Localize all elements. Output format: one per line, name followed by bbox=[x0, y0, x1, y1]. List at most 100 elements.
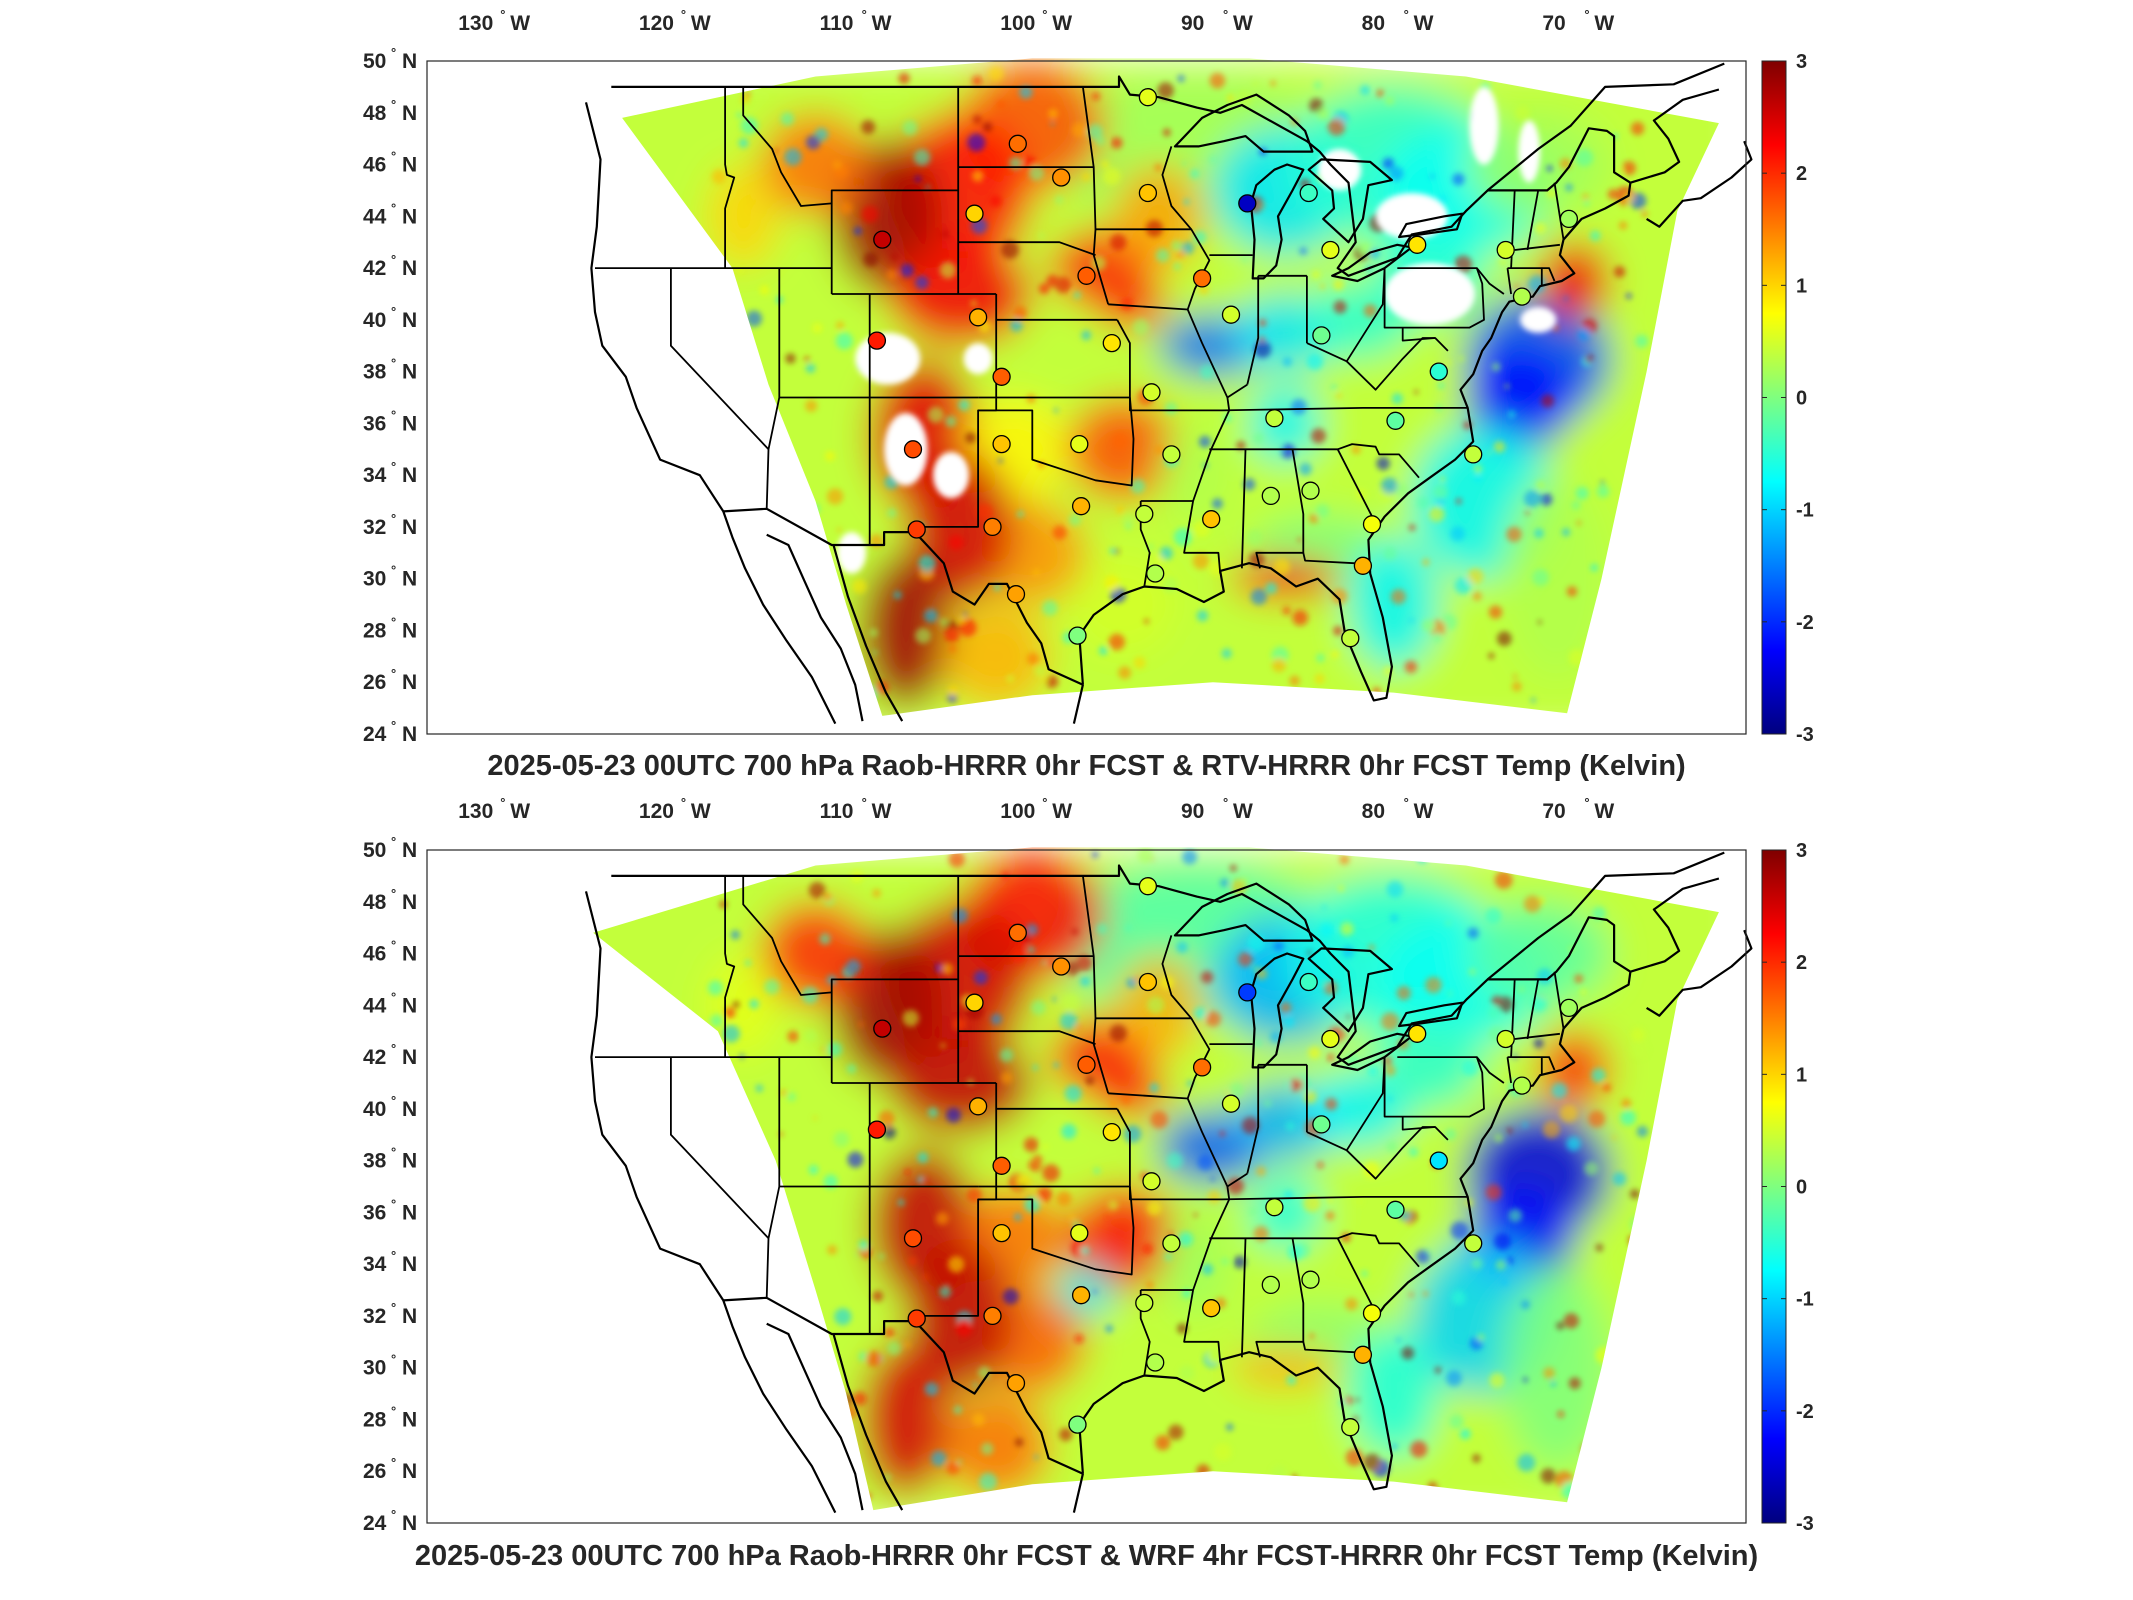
state-border bbox=[1246, 1064, 1260, 1174]
hemisphere-label: N bbox=[402, 619, 417, 642]
raob-station-marker bbox=[907, 1309, 926, 1328]
hemisphere-label: N bbox=[402, 1150, 417, 1173]
raob-station-marker bbox=[1261, 486, 1280, 506]
latitude-label: 30 bbox=[363, 568, 386, 591]
latitude-label: 48 bbox=[363, 891, 387, 914]
raob-station-marker bbox=[1202, 510, 1221, 529]
state-border bbox=[742, 875, 832, 996]
degree-mark: ° bbox=[391, 356, 396, 371]
hemisphere-label: N bbox=[402, 309, 417, 332]
degree-mark: ° bbox=[500, 7, 505, 22]
hemisphere-label: W bbox=[1052, 800, 1072, 823]
latitude-label: 40 bbox=[363, 309, 386, 332]
longitude-label: 110 bbox=[820, 12, 854, 35]
hemisphere-label: N bbox=[402, 671, 417, 694]
state-border bbox=[1476, 267, 1505, 295]
state-border bbox=[1541, 1056, 1556, 1071]
hemisphere-label: N bbox=[402, 257, 417, 280]
raob-station-marker bbox=[867, 1120, 887, 1139]
hemisphere-label: N bbox=[402, 994, 417, 1017]
latitude-label: 40 bbox=[363, 1098, 386, 1121]
degree-mark: ° bbox=[391, 1041, 396, 1056]
raob-station-marker bbox=[873, 1019, 892, 1038]
coastline bbox=[1072, 1473, 1084, 1513]
raob-station-marker bbox=[1070, 1223, 1089, 1243]
raob-station-marker bbox=[1068, 1415, 1087, 1434]
latitude-label: 24 bbox=[363, 723, 387, 746]
state-border bbox=[1526, 190, 1540, 251]
degree-mark: ° bbox=[391, 1507, 396, 1522]
latitude-label: 28 bbox=[363, 1408, 387, 1431]
raob-station-marker bbox=[1386, 1200, 1405, 1219]
coastline bbox=[723, 1296, 1084, 1475]
degree-mark: ° bbox=[862, 795, 867, 810]
colorbar: 3 2 1 0 -1 -2 -3 bbox=[1761, 840, 1814, 1535]
degree-mark: ° bbox=[391, 666, 396, 681]
raob-station-marker bbox=[1142, 383, 1161, 402]
degree-mark: ° bbox=[1404, 795, 1409, 810]
hemisphere-label: N bbox=[402, 568, 417, 591]
hemisphere-label: N bbox=[402, 102, 417, 125]
latitude-label: 24 bbox=[363, 1512, 387, 1535]
longitude-label: 120 bbox=[639, 800, 674, 823]
raob-station-marker bbox=[867, 331, 887, 350]
raob-station-marker bbox=[1559, 998, 1579, 1018]
longitude-label: 100 bbox=[1000, 12, 1035, 35]
great-lake-outline bbox=[1397, 1001, 1464, 1028]
latitude-label: 28 bbox=[363, 619, 387, 642]
state-border bbox=[1336, 1237, 1379, 1317]
degree-mark: ° bbox=[1042, 7, 1047, 22]
degree-mark: ° bbox=[1042, 795, 1047, 810]
latitude-label: 46 bbox=[363, 154, 386, 177]
degree-mark: ° bbox=[500, 795, 505, 810]
latitude-label: 34 bbox=[363, 464, 387, 487]
colorbar-tick-label: 0 bbox=[1796, 1177, 1807, 1199]
colorbar-tick-label: 1 bbox=[1796, 275, 1807, 297]
longitude-label: 90 bbox=[1181, 12, 1204, 35]
raob-station-marker bbox=[1512, 287, 1532, 306]
raob-station-marker bbox=[1429, 362, 1448, 381]
latitude-label: 50 bbox=[363, 50, 386, 73]
raob-station-marker bbox=[907, 520, 926, 539]
raob-station-marker bbox=[1142, 1172, 1161, 1191]
latitude-label: 50 bbox=[363, 839, 386, 862]
raob-station-marker bbox=[1341, 629, 1360, 648]
great-lake-outline bbox=[1173, 93, 1314, 153]
state-border bbox=[1241, 1238, 1247, 1358]
raob-station-marker bbox=[1559, 209, 1579, 229]
great-lake-outline bbox=[1331, 243, 1413, 283]
state-border bbox=[1553, 971, 1565, 1029]
raob-station-marker bbox=[1006, 585, 1026, 604]
hemisphere-label: W bbox=[691, 12, 711, 35]
hemisphere-label: N bbox=[402, 516, 417, 539]
colorbar-tick-label: 2 bbox=[1796, 163, 1807, 185]
coastline bbox=[1072, 684, 1084, 724]
degree-mark: ° bbox=[391, 1403, 396, 1418]
raob-station-marker bbox=[1408, 235, 1427, 254]
hemisphere-label: W bbox=[872, 800, 892, 823]
state-border bbox=[958, 1030, 1096, 1045]
coastline bbox=[723, 507, 1084, 686]
raob-station-marker bbox=[1261, 1275, 1280, 1295]
degree-mark: ° bbox=[391, 1145, 396, 1160]
raob-station-marker bbox=[1138, 88, 1158, 107]
raob-station-marker bbox=[965, 993, 984, 1012]
degree-mark: ° bbox=[391, 1248, 396, 1263]
degree-mark: ° bbox=[1584, 795, 1589, 810]
raob-station-marker bbox=[1301, 481, 1320, 500]
hemisphere-label: N bbox=[402, 205, 417, 228]
state-border bbox=[1401, 327, 1436, 342]
longitude-label: 100 bbox=[1000, 800, 1035, 823]
state-border bbox=[1209, 443, 1420, 479]
state-border bbox=[1108, 935, 1211, 1100]
raob-station-marker bbox=[965, 204, 984, 223]
raob-station-marker bbox=[1512, 1076, 1532, 1095]
hemisphere-label: W bbox=[1233, 800, 1253, 823]
raob-station-marker bbox=[1408, 1024, 1427, 1043]
hemisphere-label: W bbox=[1414, 12, 1434, 35]
state-border bbox=[1108, 146, 1211, 311]
degree-mark: ° bbox=[391, 200, 396, 215]
state-border bbox=[958, 241, 1096, 256]
hemisphere-label: W bbox=[1594, 12, 1614, 35]
